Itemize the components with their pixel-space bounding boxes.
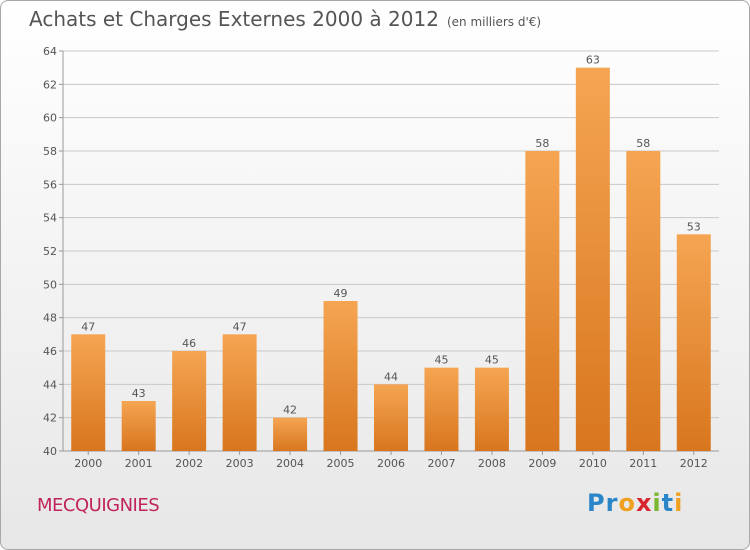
y-tick-label: 42 [43, 412, 57, 425]
x-tick-label: 2005 [327, 457, 355, 470]
proxiti-logo: Proxiti [587, 489, 683, 517]
chart-title-text: Achats et Charges Externes 2000 à 2012 [29, 7, 439, 31]
x-tick-label: 2009 [528, 457, 556, 470]
x-tick-label: 2006 [377, 457, 405, 470]
logo-letter: t [661, 489, 675, 517]
logo-letter: P [587, 489, 606, 517]
label-layer: 47 2000 43 2001 46 2002 47 2003 42 2004 49 2005 44 20… [74, 54, 708, 470]
bar [525, 151, 560, 451]
bar-value-label: 58 [636, 137, 650, 150]
y-tick-label: 64 [43, 45, 57, 58]
bar-value-label: 45 [434, 354, 448, 367]
x-tick-label: 2003 [226, 457, 254, 470]
bar-value-label: 58 [535, 137, 549, 150]
bar [273, 417, 308, 451]
bar-value-label: 46 [182, 337, 196, 350]
bar-value-label: 47 [233, 320, 247, 333]
bar [474, 367, 509, 451]
x-tick-label: 2001 [125, 457, 153, 470]
logo-letter: o [618, 489, 636, 517]
commune-name: MECQUIGNIES [37, 495, 160, 516]
bar-value-label: 47 [81, 320, 95, 333]
y-tick-label: 54 [43, 212, 57, 225]
y-tick-label: 60 [43, 112, 57, 125]
bar [424, 367, 459, 451]
x-tick-label: 2010 [579, 457, 607, 470]
x-tick-label: 2012 [680, 457, 708, 470]
bar-value-label: 43 [132, 387, 146, 400]
y-tick-label: 48 [43, 312, 57, 325]
logo-letter: i [652, 489, 662, 517]
y-tick-label: 40 [43, 445, 57, 458]
bar [172, 351, 207, 451]
bar-value-label: 42 [283, 404, 297, 417]
y-tick-label: 44 [43, 378, 57, 391]
bar-value-label: 45 [485, 354, 499, 367]
bar [575, 67, 610, 452]
bar [626, 151, 661, 451]
bar-layer [71, 67, 711, 452]
logo-letter: x [635, 489, 653, 517]
x-tick-label: 2002 [175, 457, 203, 470]
x-tick-label: 2000 [74, 457, 102, 470]
bar [71, 334, 106, 451]
bar [323, 301, 358, 451]
bar [121, 401, 156, 451]
x-tick-label: 2007 [427, 457, 455, 470]
chart-title: Achats et Charges Externes 2000 à 2012 (e… [29, 7, 541, 31]
x-tick-label: 2011 [629, 457, 657, 470]
bar [676, 234, 711, 451]
x-tick-label: 2004 [276, 457, 304, 470]
x-tick-label: 2008 [478, 457, 506, 470]
bar [374, 384, 408, 451]
y-tick-label: 46 [43, 345, 57, 358]
chart-unit-note: (en milliers d'€) [446, 15, 542, 29]
y-tick-label: 56 [43, 178, 57, 191]
bar-value-label: 53 [687, 220, 701, 233]
y-tick-label: 50 [43, 278, 57, 291]
logo-letter: r [605, 489, 619, 517]
y-tick-label: 58 [43, 145, 57, 158]
bar-value-label: 63 [586, 54, 600, 67]
bar-value-label: 49 [334, 287, 348, 300]
y-tick-label: 52 [43, 245, 57, 258]
logo-letter: i [674, 489, 684, 517]
bar [222, 334, 257, 451]
bar-value-label: 44 [384, 370, 398, 383]
y-tick-label: 62 [43, 78, 57, 91]
